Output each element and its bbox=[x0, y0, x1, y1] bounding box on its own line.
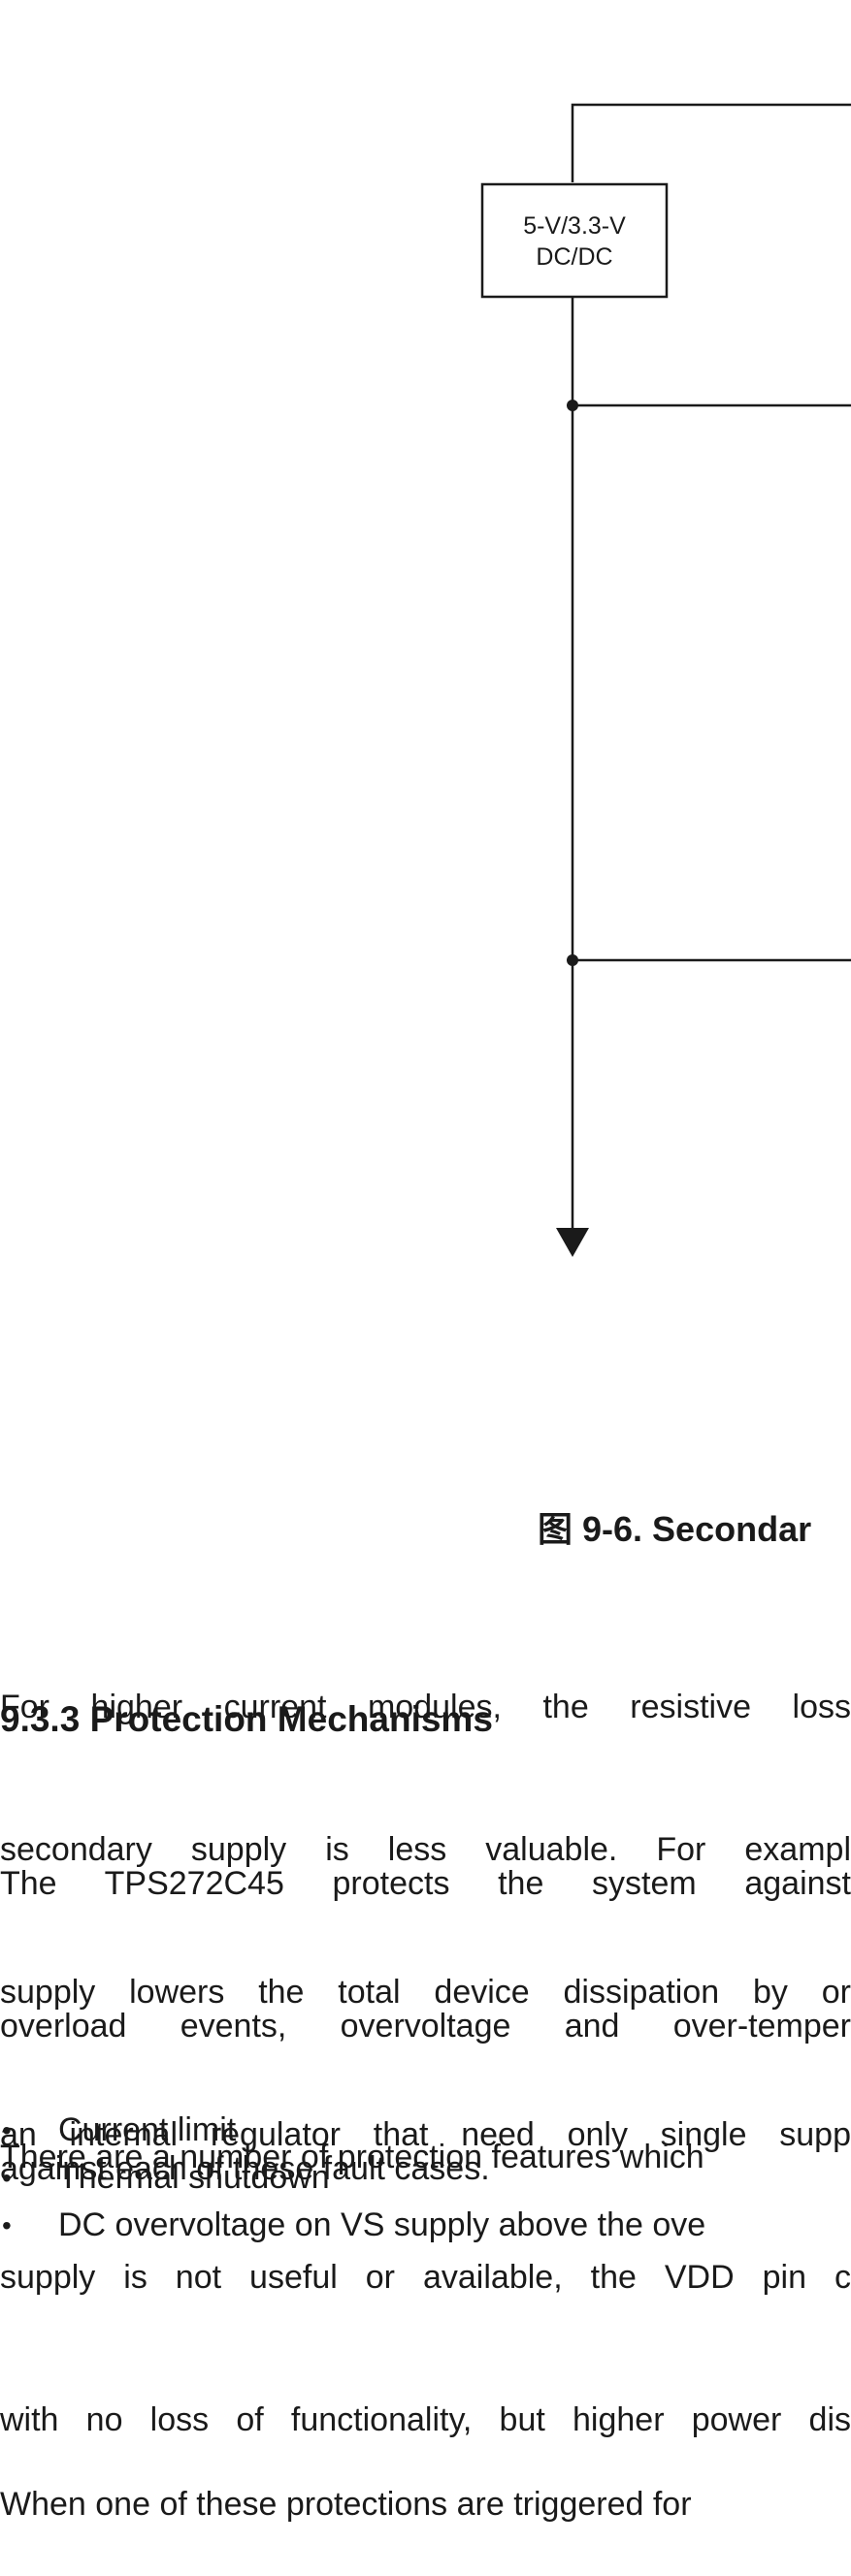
ground-arrow bbox=[556, 1228, 589, 1257]
bullet-marker: • bbox=[2, 2210, 12, 2240]
bullet-marker: • bbox=[2, 2163, 12, 2193]
protection-feature-list: • Current limit • Thermal shutdown • DC … bbox=[0, 2107, 851, 2249]
paragraph-line: supply is not useful or available, the V… bbox=[0, 2259, 851, 2296]
paragraph-line: overload events, overvoltage and over-te… bbox=[0, 2008, 851, 2045]
dcdc-label-line2: DC/DC bbox=[536, 243, 613, 271]
paragraph-line: against each of these fault cases. bbox=[0, 2150, 490, 2187]
paragraph-secondary-supply: For higher current modules, the resistiv… bbox=[0, 1589, 851, 2492]
paragraph-line: an internal regulator that need only sin… bbox=[0, 2116, 851, 2153]
dcdc-block-label: 5-V/3.3-V DC/DC bbox=[482, 184, 667, 299]
dcdc-label-line1: 5-V/3.3-V bbox=[523, 212, 626, 240]
paragraph-line: There are a number of protection feature… bbox=[0, 2139, 704, 2175]
dcdc-block-box bbox=[480, 182, 669, 299]
bullet-marker: • bbox=[2, 2115, 12, 2145]
paragraph-line: For higher current modules, the resistiv… bbox=[0, 1689, 851, 1725]
top-wire bbox=[571, 103, 851, 182]
list-item: • DC overvoltage on VS supply above the … bbox=[0, 2202, 851, 2249]
secondary-supply-diagram bbox=[480, 103, 851, 1257]
paragraph-protection-features: There are a number of protection feature… bbox=[0, 2039, 851, 2229]
paragraph-line: The TPS272C45 protects the system agains… bbox=[0, 1865, 851, 1902]
junction-dot-upper bbox=[567, 400, 578, 411]
paragraph-line: secondary supply is less valuable. For e… bbox=[0, 1831, 851, 1868]
list-item-text: Thermal shutdown bbox=[58, 2159, 330, 2196]
list-item: • Current limit bbox=[0, 2107, 851, 2154]
paragraph-protection-trigger: When one of these protections are trigge… bbox=[0, 2386, 851, 2576]
paragraph-line: supply lowers the total device dissipati… bbox=[0, 1974, 851, 2011]
section-heading: 9.3.3 Protection Mechanisms bbox=[0, 1699, 493, 1739]
junction-dot-lower bbox=[567, 954, 578, 966]
list-item-text: Current limit bbox=[58, 2111, 237, 2148]
paragraph-line: When one of these protections are trigge… bbox=[0, 2486, 692, 2523]
list-item: • Thermal shutdown bbox=[0, 2154, 851, 2202]
paragraph-protection-intro: The TPS272C45 protects the system agains… bbox=[0, 1765, 851, 2240]
list-item-text: DC overvoltage on VS supply above the ov… bbox=[58, 2206, 706, 2243]
paragraph-line: with no loss of functionality, but highe… bbox=[0, 2401, 851, 2438]
figure-caption: 图 9-6. Secondar bbox=[538, 1509, 812, 1549]
